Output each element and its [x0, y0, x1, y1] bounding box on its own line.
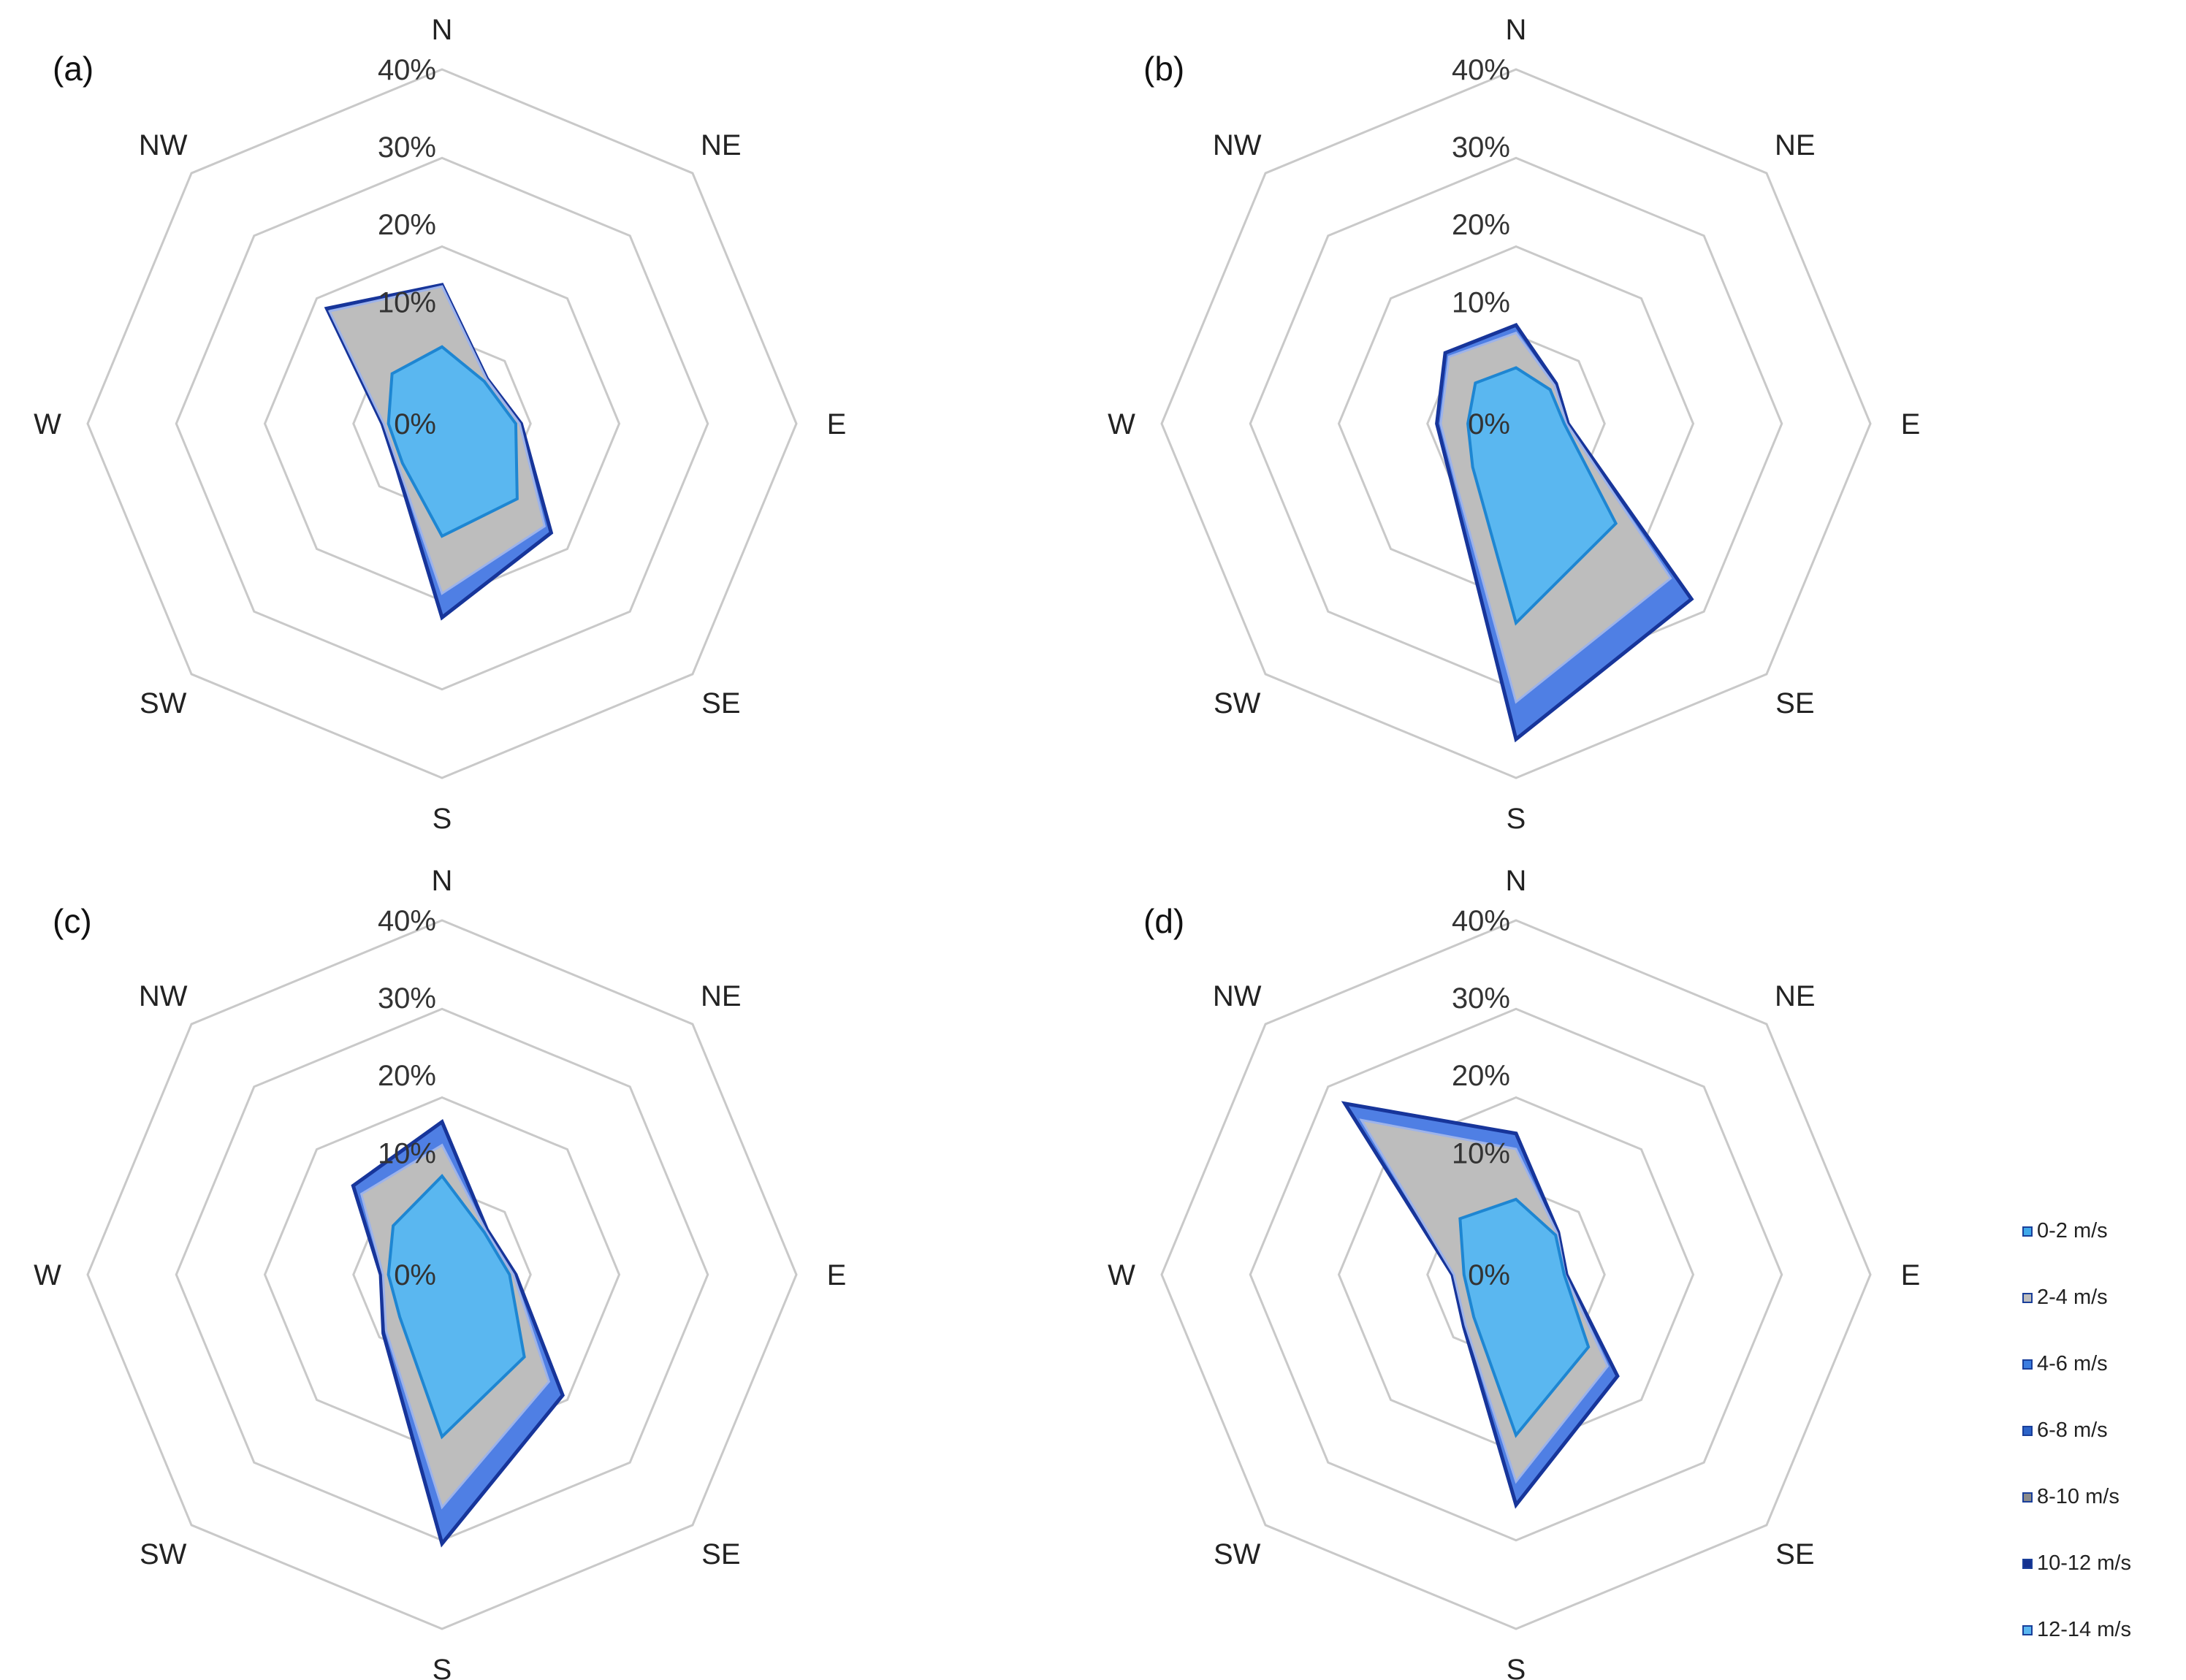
direction-label-s: S	[1507, 1654, 1526, 1680]
radial-tick-label: 10%	[1452, 286, 1510, 318]
radial-tick-label: 0%	[1468, 1259, 1510, 1291]
legend-label: 12-14 m/s	[2037, 1618, 2131, 1641]
panel-label: (a)	[53, 50, 94, 88]
legend-label: 8-10 m/s	[2037, 1485, 2120, 1508]
legend-item: 10-12 m/s	[2022, 1530, 2176, 1597]
panel-label: (b)	[1143, 50, 1184, 88]
direction-label-ne: NE	[1775, 129, 1816, 161]
radial-tick-label: 30%	[1452, 982, 1510, 1015]
direction-label-e: E	[827, 1259, 847, 1291]
direction-label-nw: NW	[1213, 980, 1262, 1012]
direction-label-s: S	[433, 803, 452, 835]
direction-label-n: N	[432, 865, 453, 897]
direction-label-ne: NE	[701, 980, 742, 1012]
direction-label-sw: SW	[140, 687, 187, 719]
grid-ring	[1249, 1007, 1783, 1542]
radial-tick-label: 20%	[378, 209, 436, 241]
direction-label-se: SE	[701, 1538, 740, 1570]
direction-label-sw: SW	[1214, 1538, 1261, 1570]
panel-label: (c)	[53, 902, 92, 940]
radial-tick-label: 10%	[378, 286, 436, 318]
legend-item: 12-14 m/s	[2022, 1597, 2176, 1663]
grid-ring	[86, 68, 798, 779]
series-0-2-m-s-polygon	[1458, 1197, 1591, 1438]
direction-label-ne: NE	[701, 129, 742, 161]
radial-tick-label: 0%	[394, 1259, 436, 1291]
direction-label-se: SE	[1775, 1538, 1814, 1570]
legend-swatch	[2022, 1624, 2033, 1635]
legend-item: 2-4 m/s	[2022, 1264, 2176, 1331]
direction-label-nw: NW	[139, 129, 188, 161]
radial-tick-label: 10%	[378, 1137, 436, 1169]
legend-item: 0-2 m/s	[2022, 1198, 2176, 1264]
radial-tick-label: 30%	[378, 131, 436, 164]
radial-tick-label: 0%	[394, 408, 436, 440]
direction-label-w: W	[34, 408, 61, 440]
direction-label-s: S	[433, 1654, 452, 1680]
direction-label-ne: NE	[1775, 980, 1816, 1012]
wind-rose-panel-d: 0% 10% 20% 30% 40% N NE E SE S SW W NW (d)	[1108, 865, 1920, 1680]
series-0-2-m-s-polygon	[386, 345, 519, 538]
radial-tick-label: 40%	[378, 54, 436, 86]
direction-label-n: N	[1506, 865, 1527, 897]
grid-ring	[175, 156, 709, 691]
legend-item: 8-10 m/s	[2022, 1464, 2176, 1530]
radial-tick-label: 0%	[1468, 408, 1510, 440]
radial-tick-label: 20%	[1452, 1060, 1510, 1092]
direction-label-w: W	[1108, 408, 1135, 440]
direction-label-n: N	[432, 14, 453, 46]
legend-swatch	[2022, 1425, 2033, 1436]
grid-ring	[1160, 919, 1872, 1630]
legend-label: 10-12 m/s	[2037, 1551, 2131, 1575]
direction-label-w: W	[1108, 1259, 1135, 1291]
legend-swatch	[2022, 1226, 2033, 1237]
legend-item: 6-8 m/s	[2022, 1397, 2176, 1464]
radial-tick-label: 40%	[1452, 54, 1510, 86]
direction-label-se: SE	[701, 687, 740, 719]
series-0-2-m-s-polygon	[386, 1174, 526, 1440]
direction-label-e: E	[1901, 1259, 1921, 1291]
radial-tick-label: 30%	[1452, 131, 1510, 164]
legend-item: 4-6 m/s	[2022, 1331, 2176, 1397]
panel-label: (d)	[1143, 902, 1184, 940]
radial-tick-label: 40%	[378, 905, 436, 937]
direction-label-e: E	[1901, 408, 1921, 440]
legend-swatch	[2022, 1558, 2033, 1569]
legend-swatch	[2022, 1492, 2033, 1503]
radial-tick-label: 40%	[1452, 905, 1510, 937]
direction-label-w: W	[34, 1259, 61, 1291]
grid-ring	[1160, 68, 1872, 779]
direction-label-e: E	[827, 408, 847, 440]
legend-label: 6-8 m/s	[2037, 1419, 2108, 1442]
grid-ring	[86, 919, 798, 1630]
series-0-2-m-s-polygon	[1466, 366, 1618, 626]
legend-swatch	[2022, 1359, 2033, 1370]
wind-rose-panel-b: 0% 10% 20% 30% 40% N NE E SE S SW W NW (b)	[1108, 14, 1920, 835]
wind-rose-panel-a: 0% 10% 20% 30% 40% N NE E SE S SW W NW (a)	[34, 14, 846, 835]
direction-label-nw: NW	[139, 980, 188, 1012]
legend-label: 2-4 m/s	[2037, 1286, 2108, 1309]
wind-rose-panel-c: 0% 10% 20% 30% 40% N NE E SE S SW W NW (c)	[34, 865, 846, 1680]
direction-label-s: S	[1507, 803, 1526, 835]
direction-label-nw: NW	[1213, 129, 1262, 161]
direction-label-se: SE	[1775, 687, 1814, 719]
radial-tick-label: 20%	[378, 1060, 436, 1092]
direction-label-sw: SW	[1214, 687, 1261, 719]
radial-tick-label: 20%	[1452, 209, 1510, 241]
legend-label: 0-2 m/s	[2037, 1219, 2108, 1242]
speed-legend: 0-2 m/s 2-4 m/s 4-6 m/s 6-8 m/s 8-10 m/s 10-1…	[2022, 1198, 2176, 1663]
direction-label-sw: SW	[140, 1538, 187, 1570]
radial-tick-label: 10%	[1452, 1137, 1510, 1169]
direction-label-n: N	[1506, 14, 1527, 46]
legend-label: 4-6 m/s	[2037, 1352, 2108, 1375]
legend-swatch	[2022, 1292, 2033, 1303]
radial-tick-label: 30%	[378, 982, 436, 1015]
